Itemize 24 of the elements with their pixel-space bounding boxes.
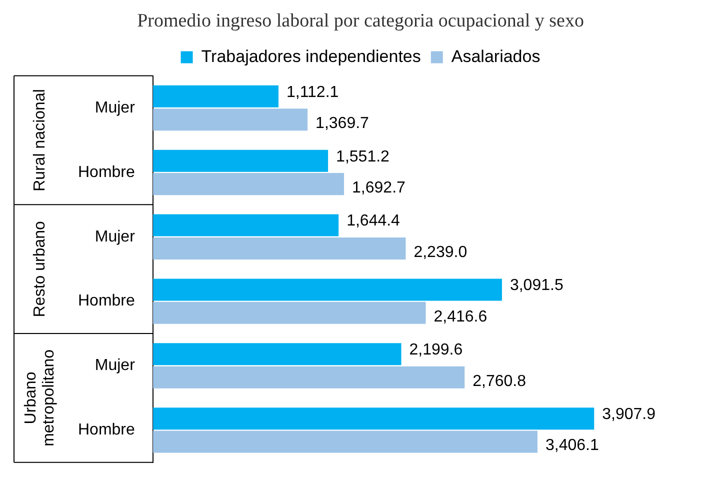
text: Urbano metropolitano: [22, 349, 58, 446]
data-label: 1,112.1: [286, 84, 339, 101]
data-label: 2,239.0: [414, 244, 468, 261]
data-label: 1,692.7: [352, 179, 406, 196]
text: Resto urbano: [31, 220, 48, 318]
y-tick-label: Hombre: [78, 292, 136, 310]
chart-title: Promedio ingreso laboral por categoria ocupacional y sexo: [137, 10, 584, 32]
y-tick-label: Hombre: [78, 422, 136, 439]
data-label: 2,199.6: [409, 342, 463, 359]
legend-label: Asalariados: [451, 46, 540, 66]
data-label: 3,907.9: [602, 406, 656, 423]
data-label: 2,760.8: [472, 372, 526, 390]
data-label: 2,416.6: [434, 308, 488, 326]
y-tick-label: Hombre: [78, 164, 136, 181]
y-tick-label: Mujer: [94, 99, 136, 116]
data-label: 3,406.1: [545, 437, 599, 454]
y-tick-label: Mujer: [94, 357, 136, 374]
data-label: 1,644.4: [346, 212, 400, 230]
legend-label: Trabajadores independientes: [201, 46, 421, 66]
data-label: 3,091.5: [510, 277, 564, 294]
data-label: 1,551.2: [336, 148, 390, 166]
text: Rural nacional: [31, 89, 48, 192]
y-tick-label: Mujer: [94, 228, 136, 246]
data-label: 1,369.7: [316, 115, 370, 132]
